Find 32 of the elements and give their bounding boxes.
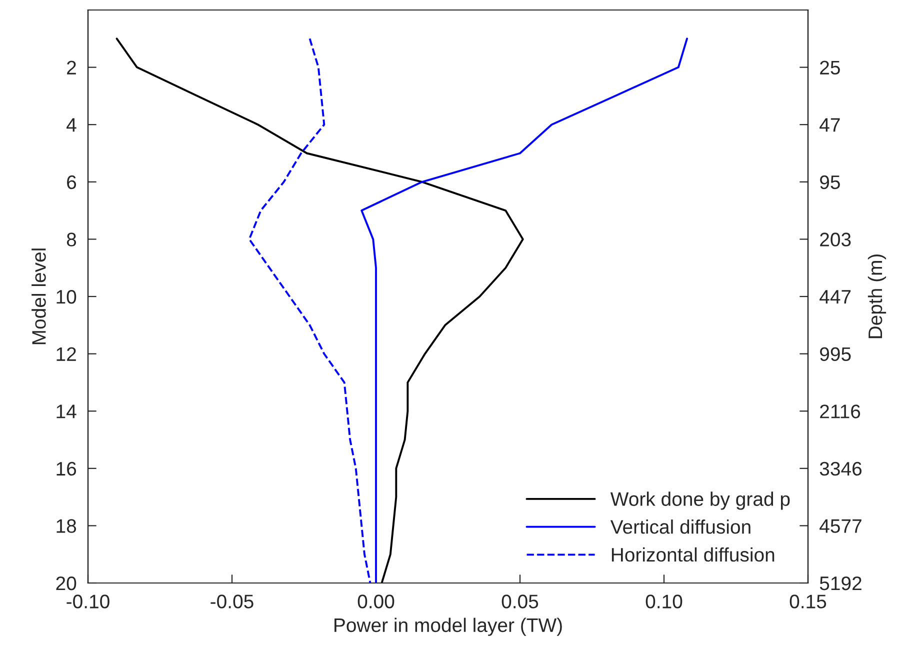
y-tick-label: 6 — [67, 175, 76, 190]
x-tick-label: 0.10 — [646, 594, 682, 608]
category-label: 95 — [820, 175, 840, 190]
category-label: 4577 — [820, 519, 862, 533]
y-axis-title: Model level — [32, 248, 46, 344]
y-tick-label: 14 — [56, 404, 76, 418]
x-tick-label: 0.15 — [790, 594, 826, 608]
x-tick-label: 0.00 — [358, 594, 394, 608]
y-tick-label: 12 — [56, 347, 76, 361]
category-label: 995 — [820, 347, 851, 362]
y-tick-label: 2 — [67, 60, 76, 74]
category-label: 47 — [820, 118, 840, 132]
x-axis-title: Power in model layer (TW) — [334, 618, 562, 636]
category-label: 25 — [820, 60, 840, 75]
x-tick-label: -0.05 — [210, 594, 254, 608]
category-label: 447 — [820, 290, 851, 304]
y-tick-label: 4 — [66, 118, 76, 132]
y-tick-label: 8 — [66, 232, 76, 246]
y-tick-label: 18 — [56, 519, 76, 533]
x-tick-label: -0.10 — [66, 594, 110, 608]
category-label: 3346 — [820, 462, 862, 476]
legend-label: Vertical diffusion — [610, 520, 750, 534]
legend-label: Horizontal diffusion — [612, 547, 774, 562]
category-label: 203 — [820, 232, 851, 246]
category-label: 2116 — [820, 404, 860, 418]
legend-label: Work done by grad p — [610, 492, 790, 510]
y-tick-label: 10 — [56, 290, 76, 304]
category-label: 5192 — [820, 576, 862, 590]
y-tick-label: 16 — [56, 462, 76, 476]
y2-axis-title: Depth (m) — [868, 254, 886, 338]
y-tick-label: 20 — [56, 576, 76, 590]
x-tick-label: 0.05 — [502, 594, 538, 608]
